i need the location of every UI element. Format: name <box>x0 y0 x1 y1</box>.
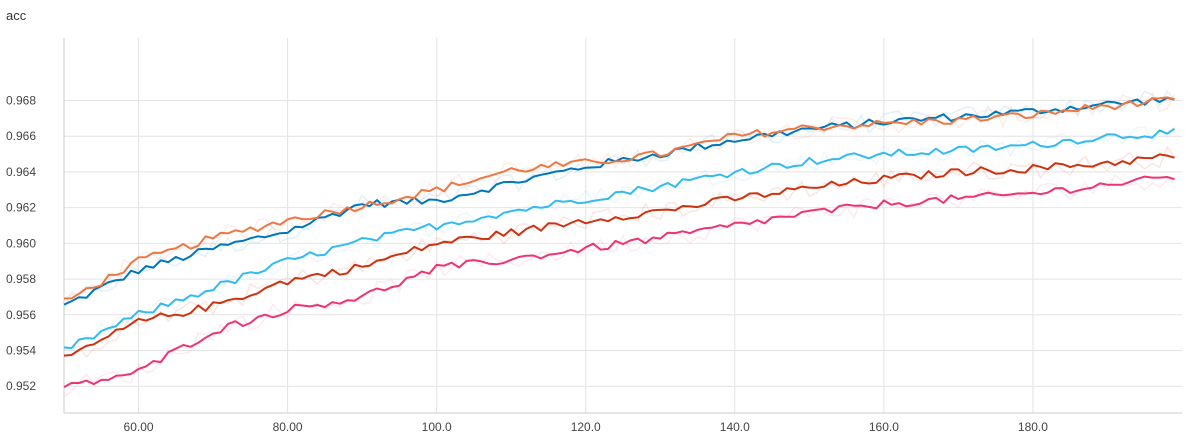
x-tick-label: 60.00 <box>124 420 154 434</box>
series-line-3 <box>63 127 1176 350</box>
x-tick-label: 100.0 <box>422 420 452 434</box>
y-tick-label: 0.958 <box>6 272 36 286</box>
smoothed-series-layer <box>63 96 1176 388</box>
x-tick-label: 180.0 <box>1018 420 1048 434</box>
series-line-1 <box>63 96 1175 306</box>
series-line-4 <box>63 153 1175 357</box>
series-line-5 <box>63 175 1175 388</box>
raw-series-line-5 <box>63 174 1175 398</box>
grid-layer <box>63 38 1182 414</box>
y-tick-label: 0.954 <box>6 344 36 358</box>
x-tick-label: 160.0 <box>869 420 899 434</box>
y-tick-label: 0.964 <box>6 165 36 179</box>
y-tick-label: 0.968 <box>6 94 36 108</box>
x-tick-label: 140.0 <box>720 420 750 434</box>
x-tick-label: 120.0 <box>571 420 601 434</box>
y-tick-label: 0.956 <box>6 308 36 322</box>
y-tick-label: 0.952 <box>6 379 36 393</box>
raw-series-line-4 <box>63 145 1176 359</box>
y-tick-label: 0.962 <box>6 201 36 215</box>
chart-title: acc <box>6 8 27 23</box>
series-line-2 <box>63 96 1175 300</box>
tick-label-layer: 0.952 0.954 0.956 0.958 0.960 0.962 0.964 0.966… <box>6 94 1048 435</box>
x-tick-label: 80.00 <box>273 420 303 434</box>
y-tick-label: 0.966 <box>6 129 36 143</box>
y-tick-label: 0.960 <box>6 236 36 250</box>
